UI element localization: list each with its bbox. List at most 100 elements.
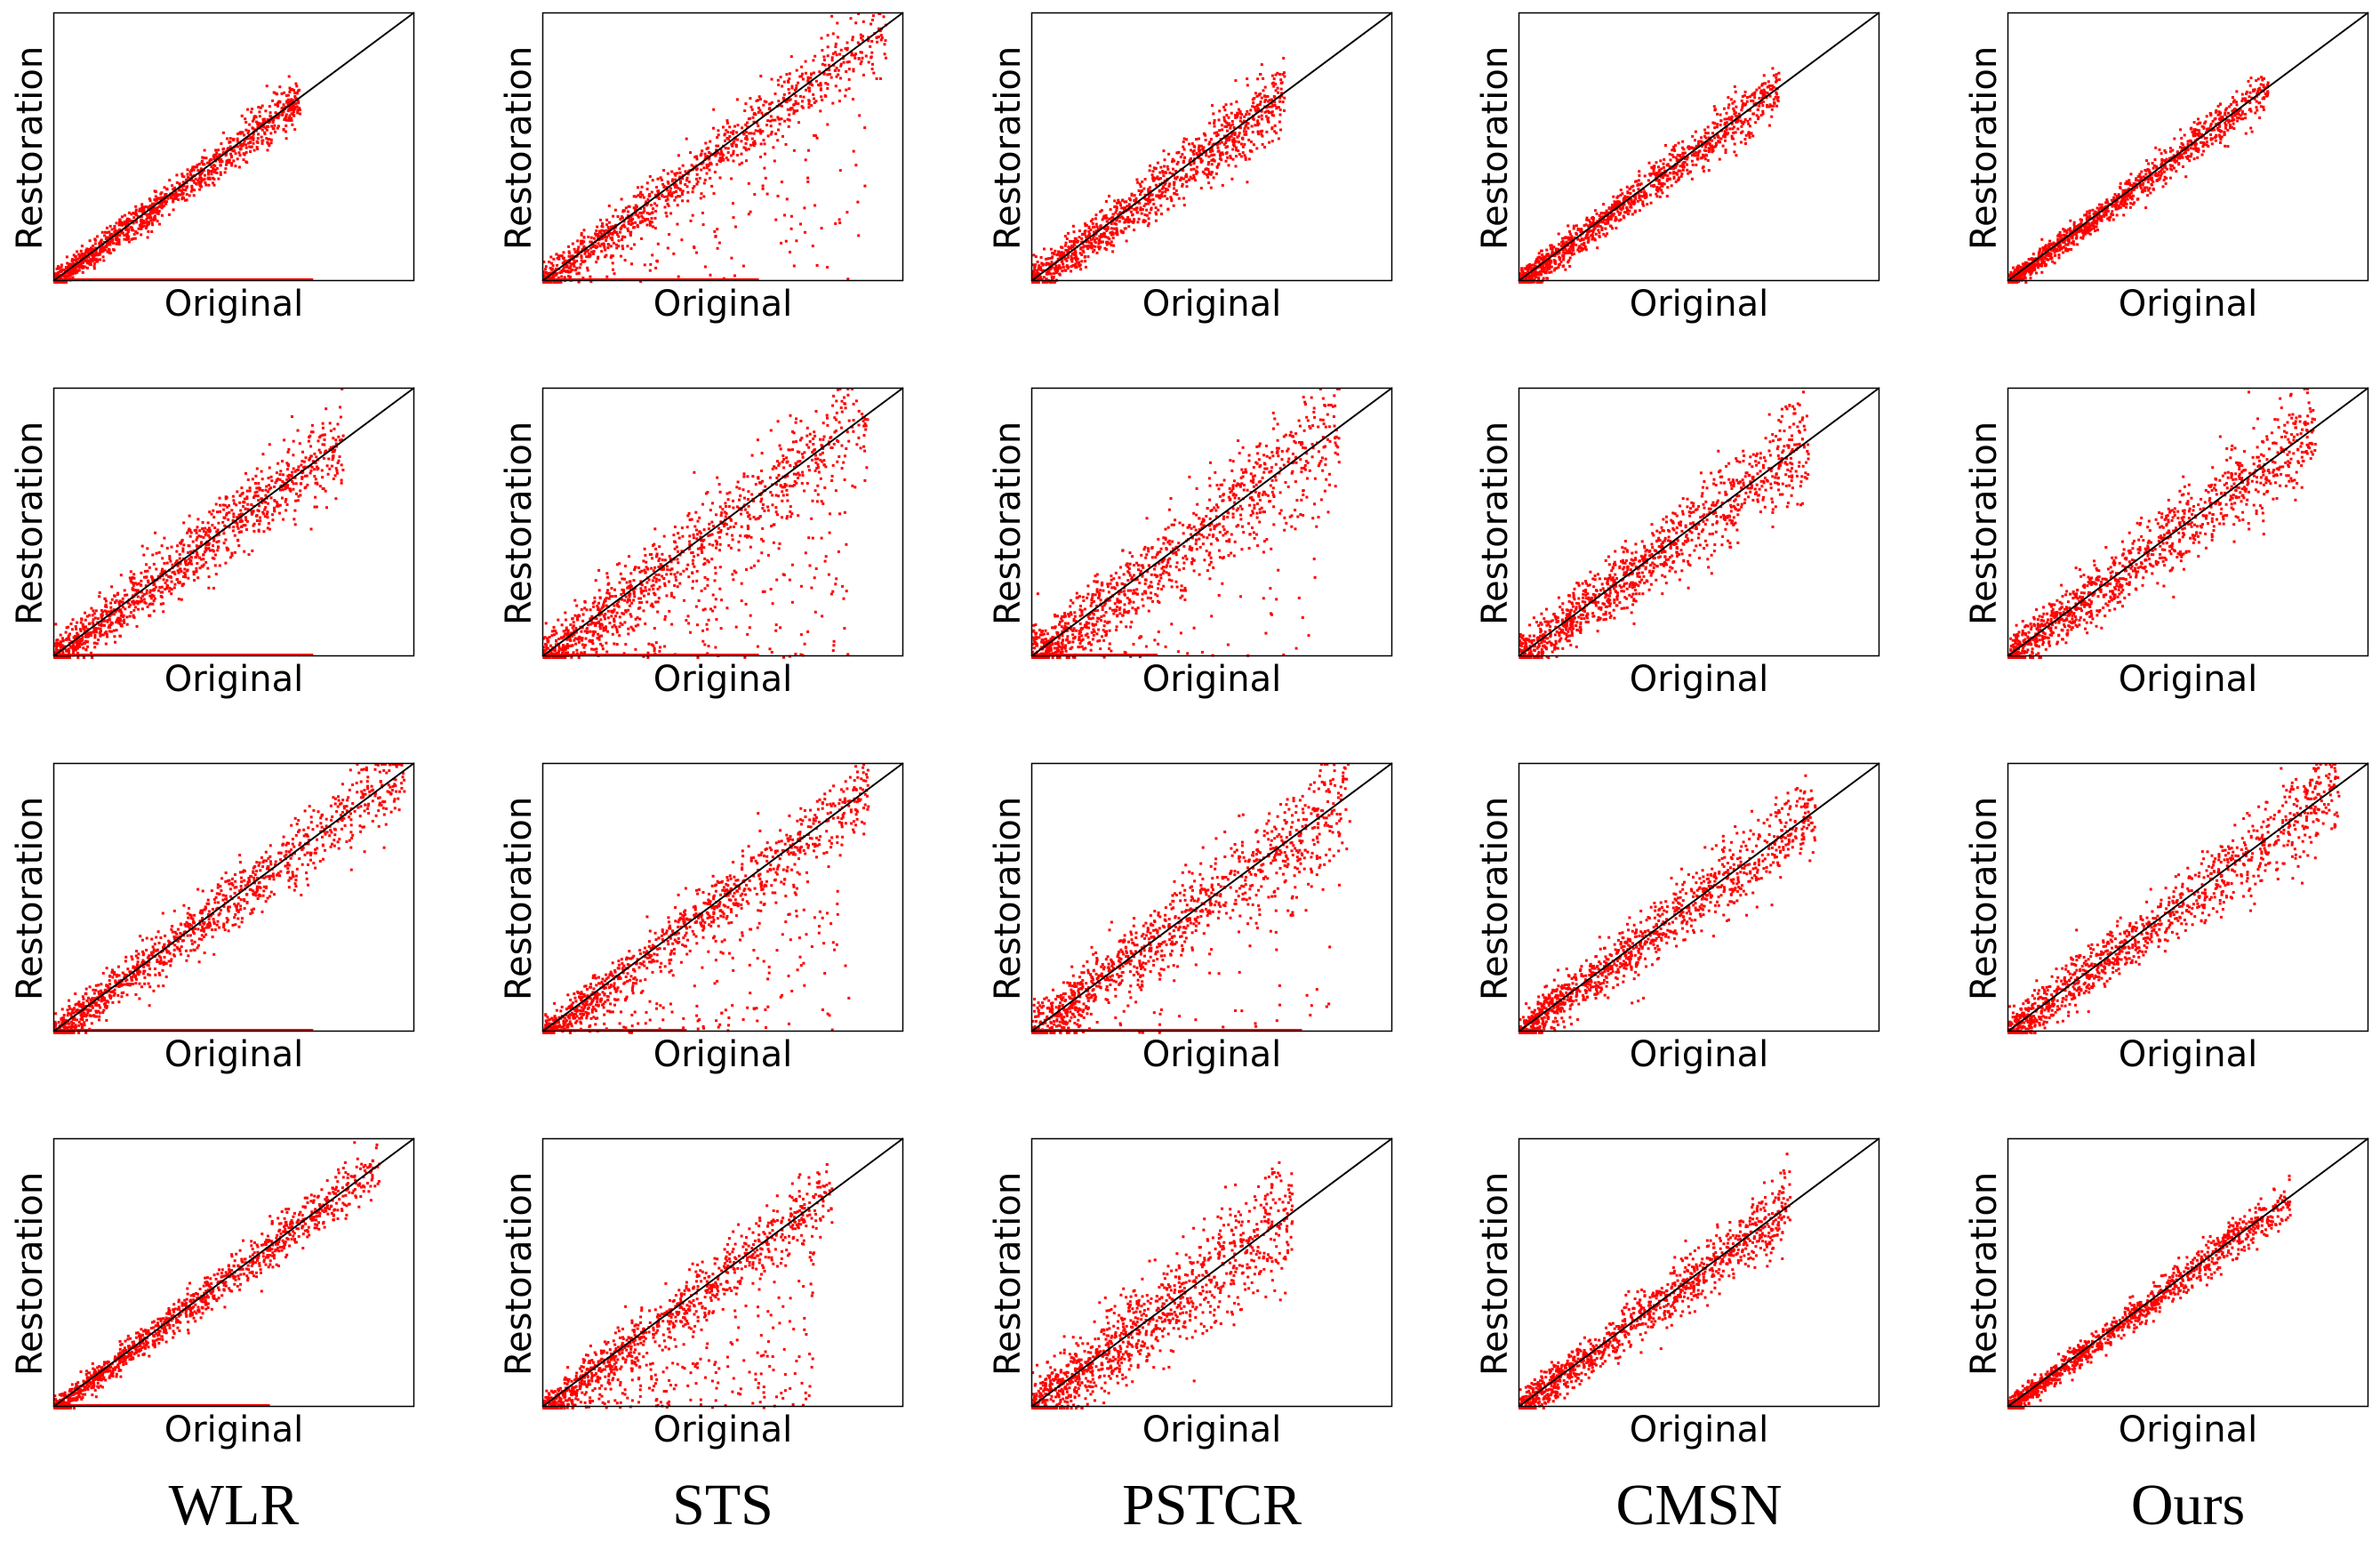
scatter-point [1109, 231, 1112, 235]
scatter-point [1134, 207, 1138, 211]
scatter-point [714, 154, 717, 157]
scatter-point [725, 129, 728, 133]
scatter-point [2205, 143, 2208, 147]
scatter-point [1083, 230, 1086, 233]
scatter-point [744, 131, 748, 133]
scatter-point [1748, 108, 1751, 112]
scatter-point [1730, 118, 1734, 122]
scatter-point [130, 213, 133, 216]
scatter-point [1139, 193, 1142, 197]
scatter-point [1110, 240, 1113, 244]
scatter-point [1708, 148, 1711, 151]
scatter-point [229, 152, 233, 156]
scatter-point [224, 154, 228, 157]
scatter-point [1623, 195, 1627, 198]
scatter-point [1159, 204, 1163, 207]
scatter-point [1632, 203, 1636, 205]
scatter-point [813, 133, 816, 137]
scatter-point [2039, 247, 2042, 251]
scatter-point [1590, 221, 1593, 225]
scatter-point [1042, 262, 1046, 266]
scatter-point [1587, 236, 1591, 239]
scatter-point [1521, 277, 1525, 281]
scatter-point [677, 275, 680, 278]
scatter-point [125, 232, 128, 236]
scatter-point [1190, 157, 1192, 160]
scatter-point [1653, 165, 1656, 168]
scatter-point [784, 142, 788, 146]
scatter-point [1116, 201, 1118, 205]
scatter-point [1719, 119, 1723, 123]
scatter-point [2087, 217, 2090, 221]
scatter-point [1554, 247, 1558, 251]
scatter-point [586, 269, 589, 272]
scatter-point [1279, 78, 1283, 82]
scatter-point [1772, 85, 1775, 89]
scatter-point [269, 132, 273, 135]
scatter-point [1275, 132, 1278, 135]
scatter-point [595, 261, 598, 264]
scatter-point [1272, 114, 1276, 117]
scatter-point [612, 268, 614, 271]
scatter-point [92, 265, 96, 268]
scatter-point [219, 164, 222, 167]
scatter-point [1581, 247, 1584, 251]
scatter-point [1775, 98, 1779, 101]
scatter-point [720, 152, 724, 156]
scatter-point [1267, 100, 1270, 103]
scatter-point [1226, 129, 1229, 133]
scatter-point [1570, 242, 1574, 245]
scatter-point [2072, 243, 2076, 246]
scatter-point [1523, 281, 1527, 284]
scatter-point [863, 184, 867, 188]
scatter-point [1584, 223, 1588, 227]
scatter-point [227, 147, 230, 150]
scatter-point [1711, 139, 1714, 142]
scatter-point [158, 202, 162, 205]
scatter-point [1133, 229, 1136, 232]
scatter-point [2106, 210, 2110, 213]
scatter-point [1666, 186, 1670, 189]
scatter-point [84, 249, 88, 253]
scatter-point [288, 86, 292, 90]
scatter-point [1555, 267, 1559, 270]
scatter-point [1152, 166, 1156, 170]
scatter-point [732, 132, 734, 135]
scatter-point [1243, 133, 1246, 136]
scatter-point [1069, 247, 1072, 251]
scatter-point [732, 216, 735, 220]
scatter-point [1084, 222, 1087, 226]
scatter-point [802, 95, 805, 99]
scatter-point [807, 102, 811, 106]
scatter-point [1619, 193, 1623, 197]
scatter-point [274, 103, 277, 107]
scatter-point [1573, 236, 1576, 239]
scatter-point [92, 267, 96, 270]
scatter-point [1690, 146, 1693, 149]
scatter-point [256, 125, 260, 129]
scatter-point [807, 149, 810, 152]
scatter-point [713, 171, 717, 173]
scatter-point [168, 179, 172, 182]
scatter-point [1609, 217, 1613, 221]
scatter-point [1694, 139, 1696, 142]
scatter-point [1230, 134, 1233, 138]
scatter-point [2082, 234, 2086, 237]
scatter-point [641, 220, 645, 223]
scatter-point [1695, 144, 1698, 148]
scatter-point [741, 264, 745, 268]
scatter-point [2202, 149, 2206, 153]
scatter-point [1677, 169, 1680, 173]
scatter-point [1676, 153, 1679, 157]
scatter-point [678, 189, 682, 192]
scatter-point [643, 263, 646, 267]
scatter-point [679, 181, 683, 185]
scatter-point [1085, 245, 1088, 248]
scatter-point [252, 127, 255, 131]
scatter-point [178, 183, 181, 187]
scatter-point [2232, 100, 2235, 104]
scatter-point [1643, 190, 1647, 194]
scatter-point [1714, 108, 1717, 111]
scatter-point [595, 229, 598, 232]
scatter-point [1656, 189, 1660, 193]
